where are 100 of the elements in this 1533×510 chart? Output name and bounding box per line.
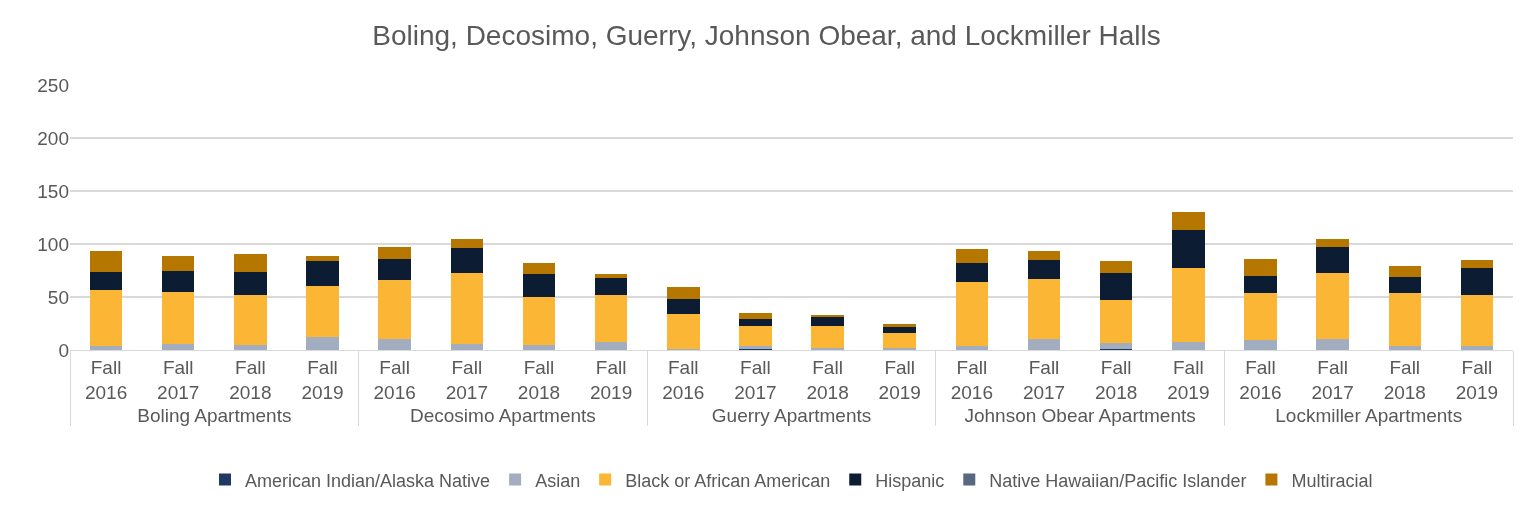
bar	[739, 319, 772, 326]
bar	[1388, 345, 1422, 350]
bar	[1244, 258, 1277, 276]
bar	[1244, 275, 1277, 293]
x-tick-label: Fall 2017	[445, 356, 488, 403]
bar	[306, 286, 339, 338]
bar	[667, 299, 700, 314]
bar	[739, 325, 772, 346]
bar	[1388, 266, 1422, 277]
x-tick-label: Fall 2018	[1095, 356, 1138, 403]
bar	[89, 251, 123, 272]
bar	[1460, 259, 1494, 269]
text: Lockmiller Apartments	[1275, 404, 1463, 426]
bar	[234, 253, 267, 272]
bar	[234, 344, 267, 350]
legend-label: Native Hawaiian/Pacific Islander	[989, 470, 1247, 491]
y-tick-label: 200	[37, 127, 69, 149]
text: Boling Apartments	[137, 404, 292, 426]
bar	[739, 312, 772, 320]
text: Decosimo Apartments	[409, 404, 596, 426]
bar	[1099, 272, 1133, 301]
bar	[883, 333, 916, 348]
bar	[1460, 345, 1494, 350]
bar	[955, 345, 989, 350]
bar	[955, 282, 989, 346]
bar	[450, 343, 484, 350]
legend-label: Hispanic	[875, 470, 945, 491]
bar	[594, 341, 628, 350]
bar	[1099, 260, 1133, 273]
x-tick-label: Fall 2019	[878, 356, 921, 403]
bar	[1388, 276, 1422, 293]
bar	[955, 249, 989, 264]
bar	[1316, 238, 1349, 248]
x-tick-label: Fall 2016	[373, 356, 416, 403]
bar	[1316, 272, 1349, 340]
x-tick-label: Fall 2017	[734, 356, 777, 403]
x-tick-label: Fall 2016	[950, 356, 994, 403]
bar	[594, 277, 628, 295]
text: Guerry Apartments	[711, 404, 872, 426]
bar	[1244, 340, 1277, 350]
bar	[811, 347, 844, 350]
bar	[306, 255, 339, 261]
bar	[883, 323, 916, 327]
bar	[594, 294, 628, 342]
bar	[161, 343, 195, 350]
bar	[1027, 259, 1061, 279]
bar	[1027, 278, 1061, 340]
bar	[378, 247, 411, 259]
bar	[89, 289, 123, 346]
x-tick-label: Fall 2016	[662, 356, 705, 403]
bar	[306, 337, 339, 350]
bar	[1027, 251, 1061, 260]
x-tick-label: Fall 2017	[1311, 356, 1354, 403]
bar	[811, 315, 844, 318]
bar	[955, 263, 989, 283]
bar	[1172, 268, 1205, 342]
bar	[1316, 247, 1349, 273]
bar	[234, 294, 267, 345]
legend-label: American Indian/Alaska Native	[245, 470, 491, 491]
bar	[450, 272, 484, 344]
x-tick-label: Fall 2019	[1167, 356, 1210, 403]
y-tick-label: 0	[58, 339, 69, 361]
legend-label: Black or African American	[625, 470, 831, 491]
bar	[306, 260, 339, 287]
bar	[594, 273, 628, 278]
bar	[1460, 268, 1494, 295]
bar	[161, 255, 195, 271]
x-tick-label: Fall 2019	[301, 356, 344, 403]
bar	[1244, 292, 1277, 341]
x-tick-label: Fall 2018	[517, 356, 561, 403]
x-tick-label: Fall 2016	[84, 356, 128, 403]
bar	[1027, 339, 1061, 350]
x-tick-label: Fall 2016	[1239, 356, 1282, 403]
y-tick-label: 250	[37, 74, 69, 96]
bar	[1172, 230, 1205, 269]
bar	[450, 248, 484, 273]
bar	[811, 317, 844, 326]
y-tick-label: 100	[37, 233, 69, 255]
bar	[378, 258, 411, 281]
chart-title: Boling, Decosimo, Guerry, Johnson Obear, and Lockmiller Halls	[372, 20, 1161, 52]
bar	[1099, 342, 1133, 349]
bar	[161, 291, 195, 344]
bar	[1316, 339, 1349, 350]
bar	[522, 263, 556, 274]
bar	[883, 326, 916, 334]
legend-label: Asian	[535, 470, 581, 491]
x-tick-label: Fall 2018	[1383, 356, 1426, 403]
bar	[234, 271, 267, 295]
bar	[378, 339, 411, 350]
bar	[1172, 212, 1205, 231]
bar	[378, 280, 411, 340]
bar	[1388, 292, 1422, 346]
bar	[667, 287, 700, 300]
x-tick-label: Fall 2018	[229, 356, 272, 403]
text: Johnson Obear Apartments	[964, 404, 1196, 426]
bar	[522, 344, 556, 350]
bar	[89, 271, 123, 290]
bar	[450, 238, 484, 249]
y-tick-label: 50	[47, 286, 69, 308]
legend-label: Multiracial	[1291, 470, 1373, 491]
